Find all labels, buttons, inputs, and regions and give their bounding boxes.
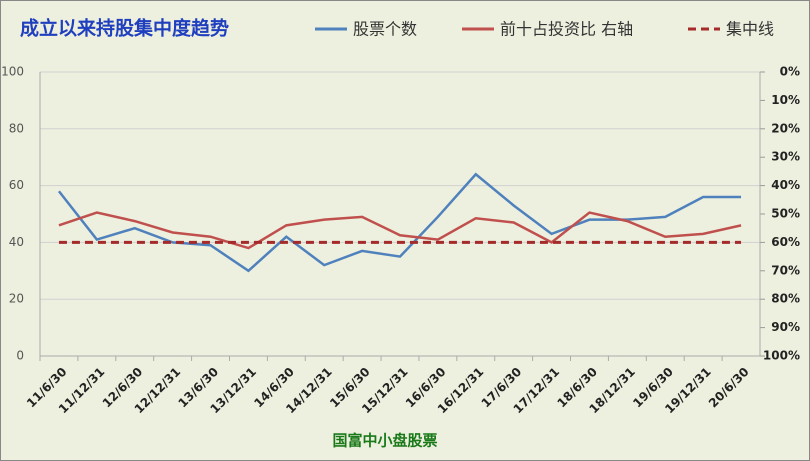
legend-label: 前十占投资比 右轴: [500, 20, 633, 39]
y2-tick-label: 90%: [771, 320, 800, 334]
y2-tick-label: 30%: [771, 150, 800, 164]
y2-tick-label: 100%: [763, 349, 800, 363]
y2-tick-label: 80%: [771, 292, 800, 306]
y2-tick-label: 0%: [780, 65, 800, 79]
series-line: [58, 211, 742, 250]
y-tick-label: 20: [9, 292, 24, 306]
chart-title: 成立以来持股集中度趋势: [20, 17, 229, 40]
footer: 国富中小盘股票: [332, 432, 437, 450]
y-tick-label: 40: [9, 235, 24, 249]
y-tick-label: 60: [9, 178, 24, 192]
y2-tick-label: 70%: [771, 263, 800, 277]
y-tick-label: 100: [1, 65, 24, 79]
y2-tick-label: 50%: [771, 207, 800, 221]
y-tick-label: 80: [9, 121, 24, 135]
y2-tick-label: 40%: [771, 178, 800, 192]
y-tick-label: 0: [16, 349, 24, 363]
legend-label: 股票个数: [353, 20, 417, 39]
legend-label: 集中线: [726, 20, 774, 39]
y2-tick-label: 10%: [771, 93, 800, 107]
y2-tick-label: 60%: [771, 235, 800, 249]
series-line: [57, 172, 742, 273]
y2-tick-label: 20%: [771, 121, 800, 135]
